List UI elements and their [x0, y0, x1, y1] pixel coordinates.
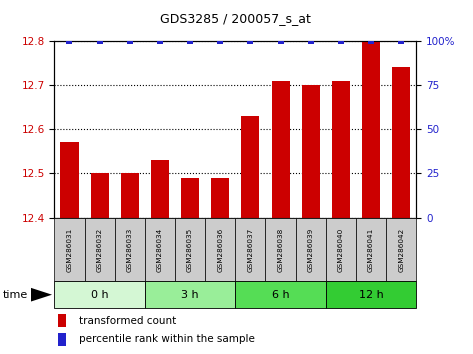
- Bar: [235, 281, 326, 308]
- Bar: [326, 218, 356, 281]
- Text: 6 h: 6 h: [272, 290, 289, 300]
- Point: [217, 38, 224, 44]
- Text: GSM286035: GSM286035: [187, 227, 193, 272]
- Text: GSM286042: GSM286042: [398, 227, 404, 272]
- Bar: [54, 218, 85, 281]
- Text: GSM286032: GSM286032: [96, 227, 103, 272]
- Text: GSM286034: GSM286034: [157, 227, 163, 272]
- Text: GSM286036: GSM286036: [217, 227, 223, 272]
- Bar: [392, 67, 410, 218]
- Point: [367, 38, 375, 44]
- Bar: [356, 218, 386, 281]
- Text: 12 h: 12 h: [359, 290, 384, 300]
- Point: [307, 38, 315, 44]
- Bar: [91, 173, 109, 218]
- Polygon shape: [31, 288, 52, 302]
- Text: GSM286033: GSM286033: [127, 227, 133, 272]
- Text: GSM286031: GSM286031: [67, 227, 72, 272]
- Bar: [145, 218, 175, 281]
- Point: [397, 38, 405, 44]
- Point: [186, 38, 194, 44]
- Text: 0 h: 0 h: [91, 290, 108, 300]
- Bar: [296, 218, 326, 281]
- Text: time: time: [2, 290, 27, 300]
- Text: GSM286039: GSM286039: [308, 227, 314, 272]
- Text: GSM286037: GSM286037: [247, 227, 254, 272]
- Bar: [272, 80, 289, 218]
- Bar: [121, 173, 139, 218]
- Bar: [265, 218, 296, 281]
- Bar: [54, 281, 145, 308]
- Bar: [211, 178, 229, 218]
- Point: [277, 38, 284, 44]
- Bar: [332, 80, 350, 218]
- Point: [96, 38, 104, 44]
- Bar: [326, 281, 416, 308]
- Bar: [235, 218, 265, 281]
- Bar: [362, 41, 380, 218]
- Bar: [114, 218, 145, 281]
- Text: percentile rank within the sample: percentile rank within the sample: [79, 334, 254, 344]
- Bar: [241, 116, 259, 218]
- Bar: [145, 281, 235, 308]
- Bar: [151, 160, 169, 218]
- Text: GSM286041: GSM286041: [368, 227, 374, 272]
- Text: GSM286040: GSM286040: [338, 227, 344, 272]
- Bar: [58, 314, 66, 327]
- Bar: [386, 218, 416, 281]
- Point: [66, 38, 73, 44]
- Text: transformed count: transformed count: [79, 316, 176, 326]
- Bar: [58, 333, 66, 346]
- Bar: [85, 218, 114, 281]
- Point: [246, 38, 254, 44]
- Bar: [302, 85, 320, 218]
- Bar: [205, 218, 235, 281]
- Bar: [61, 142, 79, 218]
- Text: 3 h: 3 h: [181, 290, 199, 300]
- Bar: [175, 218, 205, 281]
- Text: GDS3285 / 200057_s_at: GDS3285 / 200057_s_at: [160, 12, 311, 25]
- Point: [337, 38, 345, 44]
- Point: [156, 38, 164, 44]
- Text: GSM286038: GSM286038: [278, 227, 283, 272]
- Point: [126, 38, 133, 44]
- Bar: [181, 178, 199, 218]
